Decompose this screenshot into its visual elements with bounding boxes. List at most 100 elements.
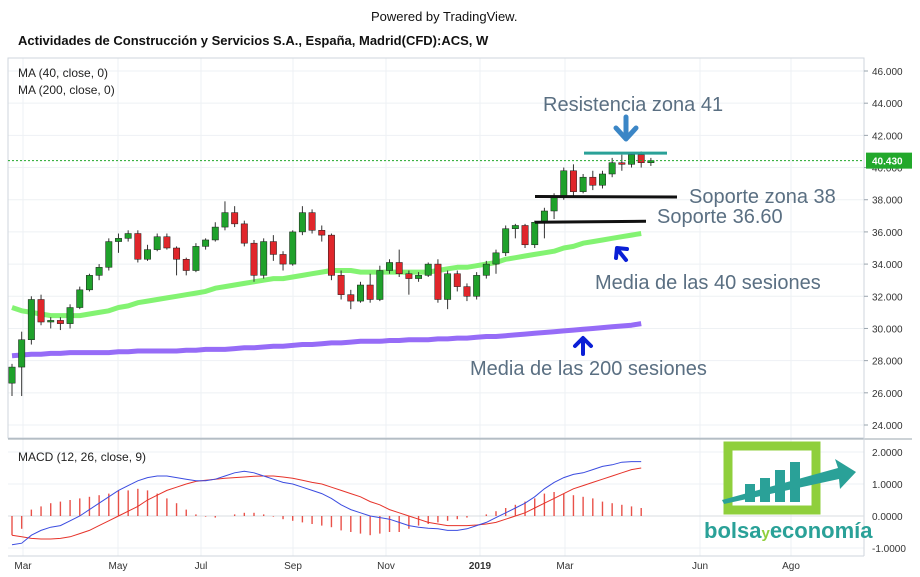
candle-body: [599, 173, 606, 186]
candle-body: [424, 263, 432, 276]
candle-body: [560, 170, 568, 197]
last-price-tag: [866, 152, 912, 169]
candle-body: [308, 212, 316, 231]
time-tick-label: May: [109, 561, 128, 572]
price-tick-label: 38.000: [872, 196, 903, 207]
support-3660-line: [534, 219, 647, 224]
powered-by-label: Powered by TradingView.: [371, 9, 518, 24]
candle-body: [327, 234, 335, 276]
candle-body: [221, 212, 229, 228]
candle-body: [395, 262, 403, 274]
price-tick-label: 26.000: [872, 389, 903, 400]
candle-body: [115, 238, 122, 242]
candle-body: [357, 284, 364, 302]
candle-body: [463, 286, 471, 297]
price-tick-label: 36.000: [872, 228, 903, 239]
candle-body: [27, 299, 35, 340]
support-38-line: [534, 195, 678, 199]
candle-body: [521, 225, 529, 246]
price-tick-label: 30.000: [872, 324, 903, 335]
candle-body: [192, 246, 200, 271]
candle-body: [173, 247, 181, 260]
price-tick-label: 32.000: [872, 292, 903, 303]
price-tick-label: 24.000: [872, 421, 903, 432]
candle-body: [124, 233, 132, 239]
time-tick-label: Ago: [782, 561, 800, 572]
candle-body: [279, 254, 287, 265]
candle-body: [298, 212, 306, 233]
candle-body: [608, 162, 616, 175]
annotation-ma200: Media de las 200 sesiones: [470, 358, 707, 380]
candle-body: [492, 252, 500, 265]
candle-body: [318, 230, 326, 236]
candle-body: [66, 307, 74, 324]
candle-body: [482, 263, 490, 276]
legend-ma200[interactable]: MA (200, close, 0): [18, 83, 115, 97]
candle-body: [8, 366, 16, 384]
logo-text: bolsayeconomía: [704, 518, 873, 543]
down-arrow-icon: [613, 114, 639, 142]
candle-body: [376, 270, 384, 300]
candle-body: [105, 241, 113, 268]
candle-body: [289, 231, 297, 265]
candle-body: [511, 225, 519, 229]
candle-body: [366, 284, 374, 300]
last-price-marker: 40.430: [8, 152, 912, 169]
candle-body: [386, 262, 393, 271]
candle-body: [550, 196, 558, 212]
macd-line: [11, 461, 642, 546]
price-tick-label: 46.000: [872, 67, 903, 78]
candle-body: [47, 320, 55, 323]
candle-body: [153, 236, 161, 250]
macd-tick-label: 0.0000: [872, 512, 903, 523]
annotation-resistance: Resistencia zona 41: [543, 94, 723, 116]
candle-body: [579, 176, 587, 192]
price-tick-label: 28.000: [872, 357, 903, 368]
candle-body: [202, 239, 210, 247]
candle-body: [628, 154, 635, 165]
candle-body: [502, 228, 510, 254]
candle-body: [531, 222, 539, 246]
time-axis[interactable]: Mar May Jul Sep Nov 2019 Mar Jun Ago: [14, 561, 800, 572]
price-tick-label: 44.000: [872, 99, 903, 110]
candle-body: [18, 339, 26, 368]
candle-body: [473, 275, 481, 297]
price-axis[interactable]: 24.000 26.000 28.000 30.000 32.000 34.000 36.0…: [864, 67, 903, 432]
price-tick-label: 40.000: [872, 164, 903, 175]
candle-body: [444, 273, 452, 300]
macd-tick-label: -1.0000: [872, 544, 906, 555]
macd-tick-label: 1.0000: [872, 480, 903, 491]
time-tick-label: Jun: [692, 561, 708, 572]
up-left-arrow-icon: [614, 246, 629, 262]
candle-body: [231, 212, 239, 225]
candle-body: [163, 236, 171, 249]
candle-body: [569, 170, 577, 192]
legend-ma40[interactable]: MA (40, close, 0): [18, 66, 108, 80]
candle-body: [415, 275, 423, 279]
candle-body: [134, 233, 142, 260]
up-arrow-icon: [573, 336, 593, 356]
candle-body: [182, 259, 190, 271]
macd-tick-label: 2.0000: [872, 448, 903, 459]
time-tick-label: Nov: [377, 561, 395, 572]
signal-line: [11, 467, 642, 540]
last-price-label: 40.430: [872, 157, 903, 168]
candle-body: [434, 263, 442, 300]
support-resistance-lines: [534, 151, 678, 224]
moving-averages: [11, 231, 642, 359]
candle-body: [95, 267, 103, 276]
time-tick-label: Mar: [14, 561, 32, 572]
time-tick-label: Mar: [556, 561, 574, 572]
candle-body: [260, 241, 268, 276]
time-tick-label: 2019: [469, 561, 492, 572]
macd-axis[interactable]: 2.0000 1.0000 0.0000 -1.0000: [872, 448, 906, 555]
candle-body: [453, 273, 461, 287]
macd-series: [8, 461, 864, 546]
price-tick-label: 34.000: [872, 260, 903, 271]
legend-macd[interactable]: MACD (12, 26, close, 9): [18, 450, 146, 464]
candle-body: [56, 320, 64, 324]
candle-body: [144, 249, 151, 260]
candle-body: [269, 241, 277, 255]
candle-body: [240, 223, 248, 244]
